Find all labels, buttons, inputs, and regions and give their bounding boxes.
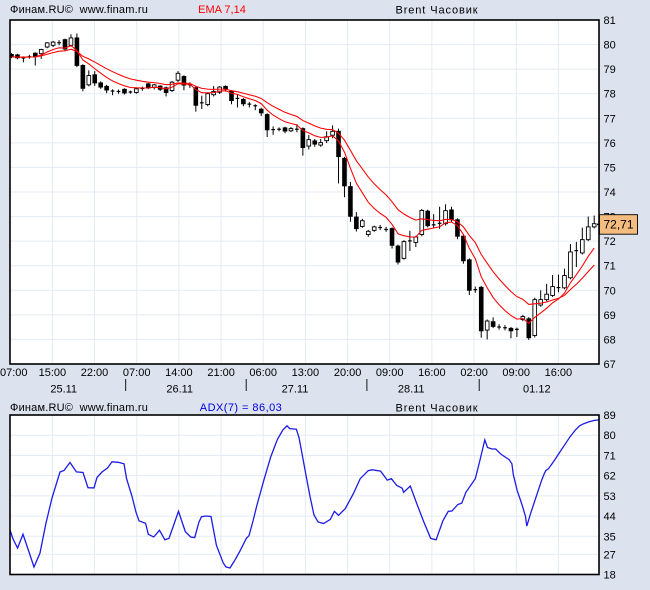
svg-text:06:00: 06:00	[249, 367, 277, 379]
svg-text:72: 72	[604, 236, 616, 248]
svg-text:78: 78	[604, 89, 616, 101]
svg-text:ADX(7) = 86,03: ADX(7) = 86,03	[200, 402, 282, 414]
svg-text:72,71: 72,71	[604, 218, 634, 232]
svg-text:77: 77	[604, 113, 616, 125]
svg-text:25.11: 25.11	[50, 384, 77, 396]
svg-text:71: 71	[604, 450, 616, 462]
svg-text:14:00: 14:00	[165, 367, 193, 379]
svg-text:68: 68	[604, 334, 616, 346]
svg-text:79: 79	[604, 64, 616, 76]
svg-text:53: 53	[604, 491, 616, 503]
svg-text:27.11: 27.11	[282, 384, 309, 396]
svg-text:13:00: 13:00	[292, 367, 320, 379]
svg-text:62: 62	[604, 471, 616, 483]
svg-text:28.11: 28.11	[398, 384, 425, 396]
svg-text:09:00: 09:00	[376, 367, 404, 379]
svg-text:Brent Часовик: Brent Часовик	[395, 5, 478, 17]
svg-text:01.12: 01.12	[523, 384, 551, 396]
svg-text:89: 89	[604, 410, 616, 422]
svg-text:76: 76	[604, 138, 616, 150]
svg-text:27: 27	[604, 549, 616, 561]
svg-text:07:00: 07:00	[123, 367, 151, 379]
svg-text:26.11: 26.11	[166, 384, 193, 396]
svg-text:21:00: 21:00	[207, 367, 235, 379]
svg-text:Финам.RU© www.finam.ru: Финам.RU© www.finam.ru	[10, 4, 148, 16]
svg-text:09:00: 09:00	[502, 367, 530, 379]
svg-text:71: 71	[604, 261, 616, 273]
svg-text:16:00: 16:00	[545, 367, 573, 379]
svg-text:75: 75	[604, 162, 616, 174]
svg-text:15:00: 15:00	[39, 367, 67, 379]
svg-text:02:00: 02:00	[460, 367, 488, 379]
svg-text:Финам.RU© www.finam.ru: Финам.RU© www.finam.ru	[10, 402, 148, 414]
svg-text:80: 80	[604, 40, 616, 52]
svg-text:67: 67	[604, 359, 616, 371]
svg-text:69: 69	[604, 310, 616, 322]
svg-text:70: 70	[604, 285, 616, 297]
svg-text:22:00: 22:00	[81, 367, 109, 379]
svg-text:81: 81	[604, 15, 616, 27]
svg-text:07:00: 07:00	[0, 367, 28, 379]
svg-text:16:00: 16:00	[418, 367, 446, 379]
svg-text:35: 35	[604, 531, 616, 543]
svg-text:74: 74	[604, 187, 616, 199]
svg-text:80: 80	[604, 430, 616, 442]
svg-text:EMA 7,14: EMA 7,14	[198, 4, 246, 16]
svg-text:Brent Часовик: Brent Часовик	[395, 403, 478, 415]
svg-text:20:00: 20:00	[334, 367, 362, 379]
svg-text:18: 18	[604, 570, 616, 582]
svg-text:44: 44	[604, 511, 616, 523]
